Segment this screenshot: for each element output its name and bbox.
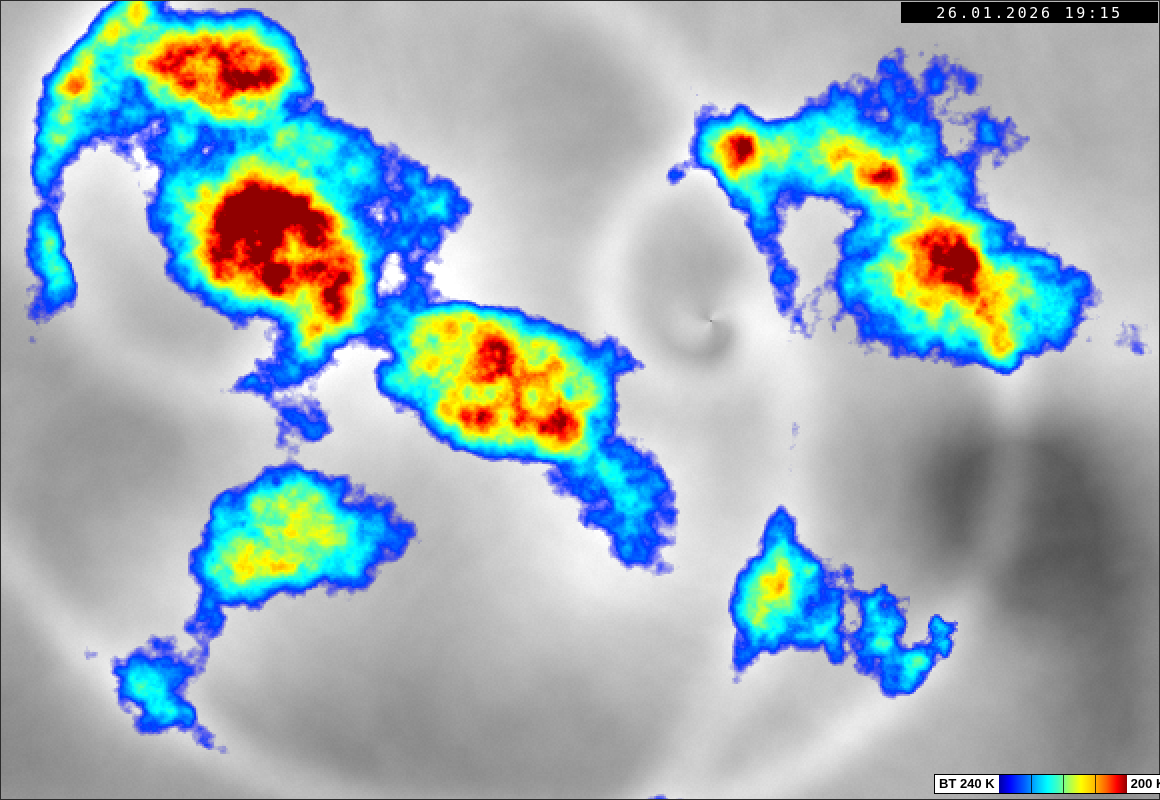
colorbar-tick-2 [1062,775,1064,793]
colorbar-tick-3 [1094,775,1096,793]
colorbar-tick-1 [1030,775,1032,793]
colorbar-gradient [998,775,1127,793]
timestamp-time: 19:15 [1064,3,1123,22]
colorbar-min-label: BT 240 K [935,775,999,793]
brightness-temperature-colorbar: BT 240 K 200 K [934,774,1160,794]
timestamp-date: 26.01.2026 [936,3,1053,22]
timestamp-banner: 26.01.2026 19:15 [901,2,1158,23]
colorbar-max-label: 200 K [1126,775,1160,793]
